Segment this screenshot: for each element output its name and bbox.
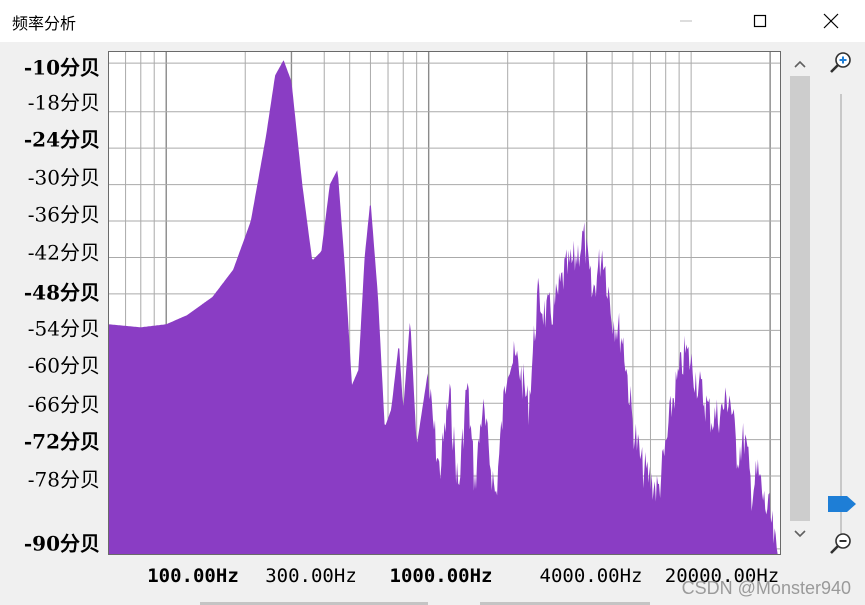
plot-border: [108, 51, 781, 555]
horizontal-scroll-segment[interactable]: [480, 602, 650, 605]
y-tick-label: -30分贝: [27, 165, 100, 190]
close-icon: [823, 13, 839, 29]
maximize-icon: [753, 14, 767, 28]
y-tick-label: -18分贝: [27, 90, 100, 115]
y-tick-label: -36分贝: [27, 202, 100, 227]
scrollbar-thumb[interactable]: [790, 76, 810, 521]
y-tick-label: -66分贝: [27, 392, 100, 417]
watermark: CSDN @Monster940: [681, 578, 851, 598]
scroll-up-button[interactable]: [789, 53, 811, 75]
zoom-slider-thumb[interactable]: [827, 494, 857, 519]
vertical-scrollbar[interactable]: [789, 51, 811, 547]
y-tick-label: -48分贝: [23, 280, 100, 305]
y-tick-label: -90分贝: [23, 531, 100, 556]
frequency-analysis-panel: -10分贝 -18分贝 -24分贝 -30分贝 -36分贝 -42分贝 -48分…: [0, 42, 865, 605]
y-tick-label: -60分贝: [27, 353, 100, 378]
x-tick-label: 4000.00Hz: [539, 565, 643, 587]
close-button[interactable]: [808, 0, 854, 42]
y-tick-label: -42分贝: [27, 240, 100, 265]
minimize-icon: [680, 20, 692, 22]
horizontal-scroll-segment[interactable]: [200, 602, 428, 605]
zoom-out-button[interactable]: [826, 528, 856, 558]
y-tick-label: -78分贝: [27, 467, 100, 492]
y-tick-label: -54分贝: [27, 316, 100, 341]
chevron-up-icon: [794, 60, 806, 68]
window-title: 频率分析: [12, 14, 77, 33]
y-tick-label: -24分贝: [23, 127, 100, 152]
x-tick-label: 300.00Hz: [265, 565, 357, 587]
slider-thumb-icon: [828, 496, 856, 512]
scroll-down-button[interactable]: [789, 523, 811, 545]
y-tick-label: -10分贝: [23, 55, 100, 80]
chevron-down-icon: [794, 530, 806, 538]
spectrum-plot: [108, 51, 781, 555]
x-tick-label: 20000.00Hz: [664, 565, 780, 587]
zoom-out-icon: [830, 533, 851, 554]
zoom-slider-track[interactable]: [840, 94, 842, 534]
x-tick-label: 1000.00Hz: [389, 565, 493, 587]
maximize-button[interactable]: [737, 0, 783, 42]
spectrum-area: [108, 60, 781, 555]
title-bar: 频率分析: [0, 0, 865, 42]
x-tick-label: 100.00Hz: [147, 565, 239, 587]
minimize-button[interactable]: [663, 0, 709, 42]
y-tick-label: -72分贝: [23, 429, 100, 454]
y-axis-labels: -10分贝 -18分贝 -24分贝 -30分贝 -36分贝 -42分贝 -48分…: [0, 42, 100, 605]
zoom-in-button[interactable]: [826, 47, 856, 77]
zoom-in-icon: [830, 52, 851, 73]
